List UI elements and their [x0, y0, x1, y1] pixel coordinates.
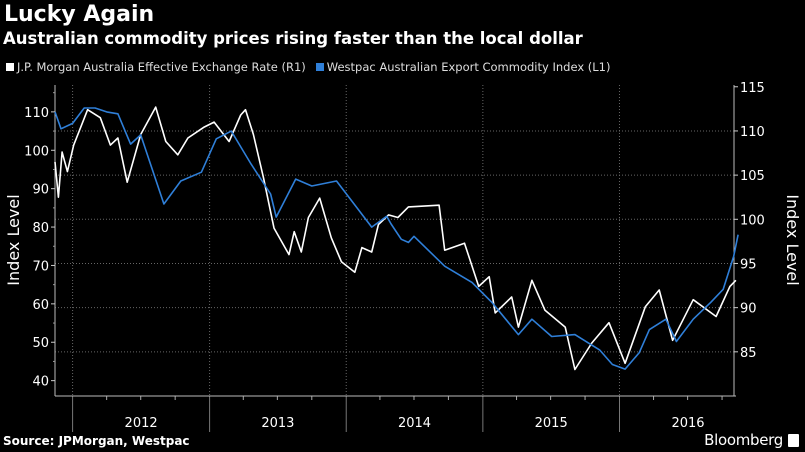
series-line-exchange-rate	[54, 106, 737, 371]
x-tick-label: 2012	[125, 416, 158, 431]
legend-label: J.P. Morgan Australia Effective Exchange…	[17, 60, 306, 74]
y-left-tick-label: 80	[32, 221, 49, 236]
x-tick-label: 2013	[261, 416, 294, 431]
x-tick-label: 2016	[671, 416, 704, 431]
legend-item-exchange-rate: J.P. Morgan Australia Effective Exchange…	[6, 60, 306, 74]
y-right-tick-label: 100	[740, 213, 765, 228]
x-tick-label: 2014	[398, 416, 431, 431]
series-line-commodity-index	[54, 107, 739, 370]
bloomberg-chart-icon	[788, 434, 799, 447]
y-left-tick-label: 50	[32, 336, 49, 351]
y-right-axis-label: Index Level	[783, 194, 802, 285]
y-left-tick-label: 100	[24, 144, 49, 159]
y-right-tick-label: 105	[740, 169, 765, 184]
x-tick-label: 2015	[535, 416, 568, 431]
gridlines	[55, 85, 734, 396]
y-right-tick-label: 90	[740, 302, 757, 317]
y-left-axis-label: Index Level	[4, 194, 23, 285]
legend: J.P. Morgan Australia Effective Exchange…	[6, 60, 610, 74]
y-left-tick-label: 40	[32, 375, 49, 390]
axes: 2012 2013 2014 2015 2016 40 50 60 70 80 90 100 110 85…	[24, 81, 765, 432]
legend-item-commodity-index: Westpac Australian Export Commodity Inde…	[315, 60, 611, 74]
y-left-tick-label: 90	[32, 183, 49, 198]
legend-swatch-white	[6, 63, 14, 71]
legend-label: Westpac Australian Export Commodity Inde…	[326, 60, 611, 74]
y-right-tick-label: 110	[740, 125, 765, 140]
y-right-tick-label: 95	[740, 257, 757, 272]
y-left-tick-label: 110	[24, 106, 49, 121]
chart-title: Lucky Again	[4, 2, 155, 27]
legend-swatch-blue	[315, 63, 324, 71]
bloomberg-logo: Bloomberg	[704, 431, 783, 449]
y-right-tick-label: 115	[740, 81, 765, 96]
y-right-tick-label: 85	[740, 346, 757, 361]
chart-subtitle: Australian commodity prices rising faste…	[3, 29, 583, 48]
y-left-tick-label: 70	[32, 259, 49, 274]
series-lines	[54, 106, 739, 371]
source-note: Source: JPMorgan, Westpac	[3, 434, 190, 448]
y-left-tick-label: 60	[32, 298, 49, 313]
